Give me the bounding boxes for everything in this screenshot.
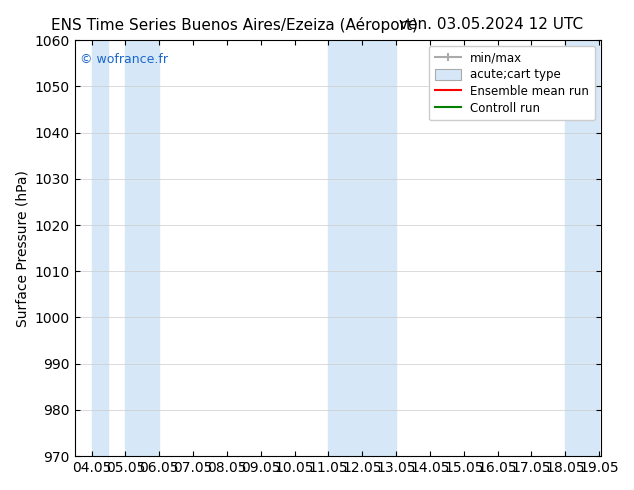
Bar (126, 40, 159, 456)
Bar (91, 40, 108, 456)
Text: ven. 03.05.2024 12 UTC: ven. 03.05.2024 12 UTC (399, 17, 583, 32)
Bar (328, 40, 396, 456)
Text: ENS Time Series Buenos Aires/Ezeiza (Aéroport): ENS Time Series Buenos Aires/Ezeiza (Aér… (51, 17, 418, 33)
Y-axis label: Surface Pressure (hPa): Surface Pressure (hPa) (15, 170, 29, 326)
Bar (566, 40, 599, 456)
Legend: min/max, acute;cart type, Ensemble mean run, Controll run: min/max, acute;cart type, Ensemble mean … (429, 46, 595, 121)
Text: © wofrance.fr: © wofrance.fr (80, 52, 168, 66)
